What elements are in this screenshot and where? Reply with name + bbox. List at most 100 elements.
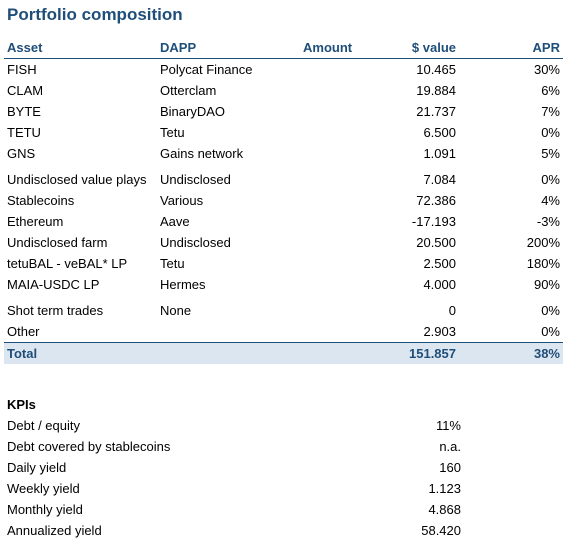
dapp-cell: BinaryDAO xyxy=(160,104,226,119)
kpi-value: 1.123 xyxy=(428,481,461,496)
table-row: Ethereum Aave -17.193 -3% xyxy=(4,211,563,232)
header-dapp: DAPP xyxy=(157,37,300,59)
page-title: Portfolio composition xyxy=(7,5,183,24)
table-row: tetuBAL - veBAL* LP Tetu 2.500 180% xyxy=(4,253,563,274)
table-row: MAIA-USDC LP Hermes 4.000 90% xyxy=(4,274,563,295)
header-amount: Amount xyxy=(300,37,394,59)
kpi-heading-row: KPIs xyxy=(4,394,464,415)
apr-cell: 30% xyxy=(533,62,560,77)
value-cell: 2.500 xyxy=(423,256,456,271)
kpi-label: Monthly yield xyxy=(7,502,83,517)
kpi-row: Annualized yield 58.420 xyxy=(4,520,464,541)
table-row: CLAM Otterclam 19.884 6% xyxy=(4,80,563,101)
dapp-cell: Polycat Finance xyxy=(160,62,253,77)
amount-cell xyxy=(300,211,394,232)
asset-cell: Shot term trades xyxy=(7,303,104,318)
total-value: 151.857 xyxy=(394,342,459,364)
dapp-cell: Tetu xyxy=(160,256,185,271)
table-row: Shot term trades None 0 0% xyxy=(4,295,563,321)
amount-cell xyxy=(300,295,394,321)
kpi-label: Weekly yield xyxy=(7,481,80,496)
header-apr: APR xyxy=(459,37,563,59)
value-cell: 19.884 xyxy=(416,83,456,98)
amount-cell xyxy=(300,164,394,190)
dapp-cell: Tetu xyxy=(160,125,185,140)
dapp-cell: Hermes xyxy=(160,277,206,292)
value-cell: -17.193 xyxy=(411,214,456,229)
asset-cell: Undisclosed value plays xyxy=(7,172,147,187)
table-row: TETU Tetu 6.500 0% xyxy=(4,122,563,143)
dapp-cell: Undisclosed xyxy=(160,235,231,250)
value-cell: 2.903 xyxy=(423,324,456,339)
apr-cell: 180% xyxy=(526,256,560,271)
header-value: $ value xyxy=(394,37,459,59)
kpi-label: Debt / equity xyxy=(7,418,80,433)
apr-cell: 90% xyxy=(533,277,560,292)
amount-cell xyxy=(300,101,394,122)
apr-cell: 7% xyxy=(541,104,560,119)
value-cell: 21.737 xyxy=(416,104,456,119)
kpi-row: Weekly yield 1.123 xyxy=(4,478,464,499)
kpi-label: Annualized yield xyxy=(7,523,102,538)
asset-cell: MAIA-USDC LP xyxy=(7,277,100,292)
apr-cell: 6% xyxy=(541,83,560,98)
total-dapp xyxy=(157,342,300,364)
kpi-value: 58.420 xyxy=(421,523,461,538)
kpi-label: Debt covered by stablecoins xyxy=(7,439,171,454)
amount-cell xyxy=(300,80,394,101)
value-cell: 6.500 xyxy=(423,125,456,140)
apr-cell: 0% xyxy=(541,172,560,187)
apr-cell: 5% xyxy=(541,146,560,161)
apr-cell: 0% xyxy=(541,324,560,339)
amount-cell xyxy=(300,190,394,211)
apr-cell: 200% xyxy=(526,235,560,250)
kpi-value: 4.868 xyxy=(428,502,461,517)
asset-cell: Other xyxy=(7,324,40,339)
asset-cell: CLAM xyxy=(7,83,44,98)
apr-cell: 4% xyxy=(541,193,560,208)
asset-cell: TETU xyxy=(7,125,41,140)
value-cell: 1.091 xyxy=(423,146,456,161)
asset-cell: GNS xyxy=(7,146,36,161)
asset-cell: BYTE xyxy=(7,104,41,119)
total-label: Total xyxy=(4,342,157,364)
table-row: BYTE BinaryDAO 21.737 7% xyxy=(4,101,563,122)
dapp-cell: None xyxy=(160,303,192,318)
amount-cell xyxy=(300,59,394,81)
value-cell: 72.386 xyxy=(416,193,456,208)
value-cell: 20.500 xyxy=(416,235,456,250)
kpi-value: n.a. xyxy=(439,439,461,454)
amount-cell xyxy=(300,253,394,274)
dapp-cell: Various xyxy=(160,193,204,208)
kpi-heading: KPIs xyxy=(7,397,36,412)
kpi-value: 11% xyxy=(435,418,461,433)
table-row: GNS Gains network 1.091 5% xyxy=(4,143,563,164)
dapp-cell: Otterclam xyxy=(160,83,217,98)
amount-cell xyxy=(300,274,394,295)
asset-cell: FISH xyxy=(7,62,37,77)
total-row: Total 151.857 38% xyxy=(4,342,563,364)
kpi-row: Monthly yield 4.868 xyxy=(4,499,464,520)
dapp-cell: Undisclosed xyxy=(160,172,231,187)
table-row: Undisclosed value plays Undisclosed 7.084 0… xyxy=(4,164,563,190)
asset-cell: Undisclosed farm xyxy=(7,235,108,250)
total-amount xyxy=(300,342,394,364)
amount-cell xyxy=(300,143,394,164)
kpi-row: Daily yield 160 xyxy=(4,457,464,478)
table-row: Undisclosed farm Undisclosed 20.500 200% xyxy=(4,232,563,253)
value-cell: 7.084 xyxy=(423,172,456,187)
kpi-table: KPIs Debt / equity 11% Debt covered by sta… xyxy=(4,394,464,541)
asset-cell: Ethereum xyxy=(7,214,64,229)
amount-cell xyxy=(300,122,394,143)
table-header-row: Asset DAPP Amount $ value APR xyxy=(4,37,563,59)
kpi-heading-spacer xyxy=(204,394,464,415)
kpi-label: Daily yield xyxy=(7,460,67,475)
apr-cell: 0% xyxy=(541,303,560,318)
value-cell: 10.465 xyxy=(416,62,456,77)
kpi-row: Debt / equity 11% xyxy=(4,415,464,436)
dapp-cell xyxy=(157,321,300,343)
apr-cell: 0% xyxy=(541,125,560,140)
kpi-value: 160 xyxy=(439,460,461,475)
portfolio-table: Asset DAPP Amount $ value APR FISH Polyca… xyxy=(4,37,563,364)
table-row: FISH Polycat Finance 10.465 30% xyxy=(4,59,563,81)
